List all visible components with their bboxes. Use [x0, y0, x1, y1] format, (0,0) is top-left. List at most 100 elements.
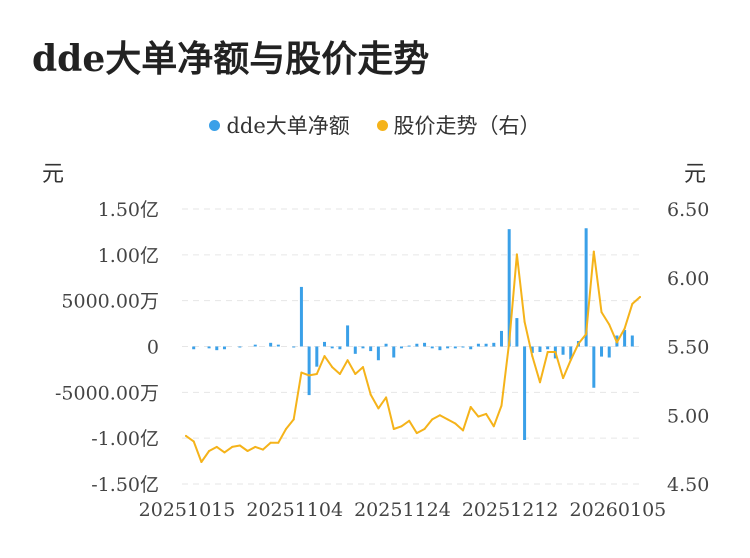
y-right-tick-label: 5.00: [667, 405, 709, 427]
price-point: [246, 450, 249, 452]
price-point: [569, 359, 572, 362]
price-point: [300, 371, 303, 374]
dde-bar: [307, 346, 311, 396]
dde-bar: [292, 346, 296, 348]
price-point: [331, 366, 334, 369]
price-point: [554, 351, 557, 353]
price-point: [269, 441, 272, 444]
y-left-tick-label: 0: [147, 337, 159, 359]
price-point: [215, 445, 218, 448]
dde-bar: [499, 330, 503, 347]
page-title: dde大单净额与股价走势: [32, 38, 430, 80]
price-point: [515, 253, 518, 256]
y-right-tick-label: 5.50: [667, 337, 709, 359]
price-point: [261, 448, 264, 451]
right-axis-unit: 元: [684, 162, 707, 187]
price-point: [238, 444, 241, 447]
dde-bar: [376, 346, 380, 361]
price-point: [408, 419, 411, 422]
x-tick-label: 20260105: [570, 499, 667, 521]
dde-bar: [492, 342, 496, 347]
dde-bar: [222, 346, 226, 350]
price-line: [185, 250, 641, 463]
price-point: [354, 373, 357, 375]
dde-bar: [623, 330, 627, 347]
y-left-tick-label: 1.00亿: [98, 245, 159, 267]
dde-bar: [600, 346, 604, 357]
price-point: [385, 396, 388, 399]
price-point: [223, 451, 226, 454]
dde-bar: [476, 343, 480, 347]
price-point: [577, 342, 580, 345]
dde-bar: [192, 346, 196, 350]
price-point: [208, 450, 211, 452]
price-point: [346, 359, 349, 362]
dde-bar: [384, 343, 388, 347]
price-point: [485, 412, 488, 415]
price-point: [423, 428, 426, 430]
legend-item-price[interactable]: 股价走势（右）: [376, 110, 541, 140]
price-point: [415, 432, 418, 435]
price-point: [277, 441, 280, 444]
price-point: [615, 341, 618, 344]
y-right-tick-label: 4.50: [667, 474, 709, 496]
x-tick-label: 20251015: [139, 499, 236, 521]
dde-bar: [530, 346, 534, 353]
price-point: [185, 434, 187, 437]
dde-bar: [592, 346, 596, 388]
chart-legend: dde大单净额 股价走势（右）: [0, 110, 750, 140]
price-point: [285, 428, 288, 430]
price-point: [446, 418, 449, 421]
dde-bar: [507, 229, 511, 347]
dde-bar: [369, 346, 373, 352]
legend-dot-price-icon: [376, 120, 388, 131]
price-point: [492, 425, 495, 428]
dde-bar: [484, 343, 488, 347]
dde-bar: [253, 344, 257, 347]
y-left-tick-label: -1.00亿: [91, 428, 159, 450]
price-point: [631, 302, 634, 305]
dde-bar: [353, 346, 357, 354]
dde-bar: [269, 342, 273, 347]
y-right-tick-label: 6.00: [667, 268, 709, 290]
price-point: [192, 440, 195, 443]
price-point: [592, 250, 595, 253]
dde-bar: [523, 346, 527, 440]
price-point: [231, 445, 234, 448]
price-point: [431, 418, 434, 421]
price-point: [338, 373, 341, 375]
legend-item-dde[interactable]: dde大单净额: [209, 110, 350, 140]
price-point: [254, 445, 257, 448]
dde-bar: [546, 346, 550, 350]
price-point: [477, 415, 480, 418]
x-tick-label: 20251104: [246, 499, 343, 521]
price-point: [308, 374, 311, 377]
y-left-tick-label: -1.50亿: [91, 474, 159, 496]
dde-bar: [630, 335, 634, 347]
price-point: [292, 418, 295, 421]
price-point: [523, 320, 526, 323]
price-point: [508, 341, 511, 344]
price-point: [369, 393, 372, 396]
price-point: [500, 404, 503, 407]
y-right-tick-label: 6.50: [667, 199, 709, 221]
dde-bar: [446, 346, 450, 349]
price-point: [608, 323, 611, 326]
dde-bar: [361, 346, 365, 349]
price-point: [538, 381, 541, 384]
left-axis-unit: 元: [42, 162, 65, 187]
dde-bar: [207, 346, 211, 349]
price-point: [562, 377, 565, 380]
dde-bar: [346, 325, 350, 347]
dde-bar: [407, 345, 411, 347]
dde-bar: [607, 346, 611, 358]
dde-bar: [430, 346, 434, 349]
price-point: [469, 406, 472, 408]
price-point: [377, 407, 380, 410]
price-point: [361, 366, 364, 369]
legend-label-price: 股价走势（右）: [393, 114, 541, 138]
price-point: [600, 311, 603, 314]
price-point: [454, 422, 457, 425]
dde-bar: [399, 346, 403, 349]
